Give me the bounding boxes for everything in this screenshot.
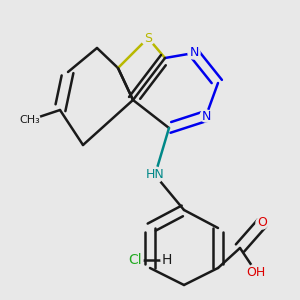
Text: O: O (257, 217, 267, 230)
Text: OH: OH (246, 266, 266, 278)
Circle shape (147, 167, 163, 183)
Circle shape (161, 254, 173, 266)
Circle shape (188, 47, 200, 59)
Circle shape (256, 217, 268, 229)
Circle shape (248, 264, 264, 280)
Text: S: S (144, 32, 152, 44)
Text: H: H (162, 253, 172, 267)
Circle shape (127, 252, 143, 268)
Text: Cl: Cl (128, 253, 142, 267)
Text: HN: HN (146, 169, 164, 182)
Text: N: N (201, 110, 211, 122)
Circle shape (20, 110, 40, 130)
Text: N: N (189, 46, 199, 59)
Circle shape (200, 110, 212, 122)
Circle shape (141, 31, 155, 45)
Text: CH₃: CH₃ (20, 115, 40, 125)
